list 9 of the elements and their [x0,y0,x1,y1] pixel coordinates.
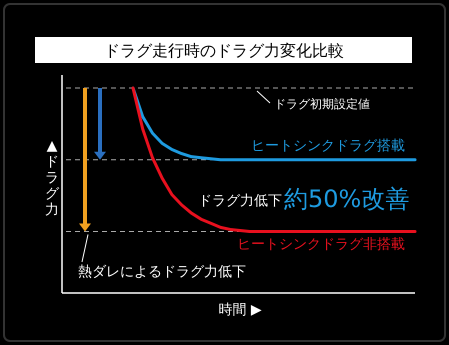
annotation: ドラグ力低下 [198,193,282,209]
annotation: 熱ダレによるドラグ力低下 [78,264,246,280]
chart-title: ドラグ走行時のドラグ力変化比較 [104,41,344,60]
ref-line-label: ドラグ初期設定値 [274,97,370,111]
x-axis-title: 時間 ▶ [218,302,262,318]
y-axis-title: ▲ドラグ力 [45,138,60,218]
series-label: ヒートシンクドラグ非搭載 [237,236,405,252]
series-label: ヒートシンクドラグ搭載 [251,138,405,154]
annotation: 約50%改善 [284,185,410,213]
